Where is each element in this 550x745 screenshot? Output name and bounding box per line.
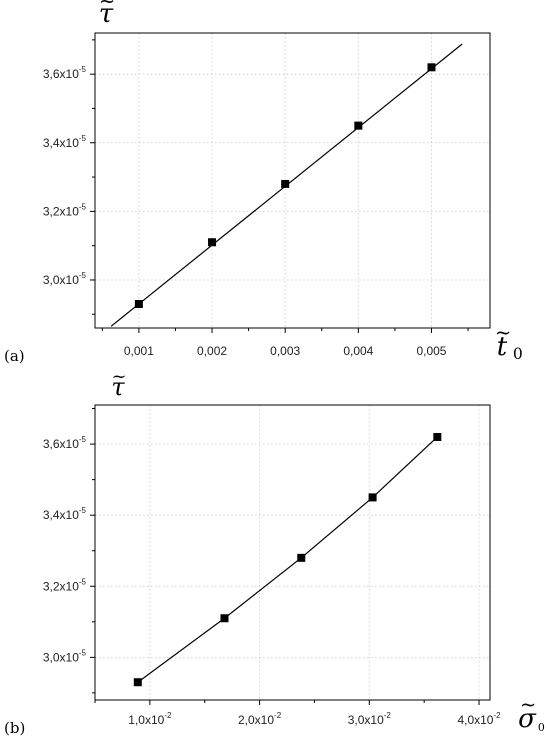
data-point: [354, 121, 363, 130]
y-tick-mantissa: 3,0x10: [43, 650, 79, 664]
x-tick-label: 3,0x10-2: [348, 711, 392, 727]
y-tick-label: 3,4x10-5: [43, 134, 87, 150]
x-tick-label: 2,0x10-2: [238, 711, 282, 727]
y-tick-mantissa: 3,4x10: [43, 508, 79, 522]
y-axis-symbol: τ: [99, 0, 114, 29]
chart-panel-b: 3,0x10-53,2x10-53,4x10-53,6x10-51,0x10-2…: [4, 366, 545, 737]
x-tick-mantissa: 2,0x10: [238, 713, 274, 727]
y-tick-label: 3,4x10-5: [43, 506, 87, 522]
y-tick-exponent: -5: [79, 134, 87, 143]
y-tick-label: 3,0x10-5: [43, 271, 87, 287]
y-tick-label: 3,6x10-5: [43, 435, 87, 451]
plot-frame: [94, 32, 491, 329]
y-tick-exponent: -5: [79, 271, 87, 280]
data-point: [133, 678, 142, 687]
y-axis-tilde: ~: [111, 366, 126, 387]
x-tick-exponent: -2: [274, 711, 282, 720]
y-tick-mantissa: 3,2x10: [43, 204, 79, 218]
y-tick-label: 3,0x10-5: [43, 648, 87, 664]
y-tick-exponent: -5: [79, 202, 87, 211]
x-axis-symbol: σ: [518, 704, 537, 734]
x-axis-tilde: ~: [520, 693, 536, 716]
y-tick-exponent: -5: [79, 648, 87, 657]
y-tick-mantissa: 3,2x10: [43, 579, 79, 593]
y-tick-exponent: -5: [79, 65, 87, 74]
x-tick-label: 0,005: [416, 344, 446, 358]
x-tick-label: 0,002: [197, 344, 227, 358]
y-axis-symbol: τ: [111, 373, 125, 401]
x-tick-mantissa: 4,0x10: [457, 713, 493, 727]
y-tick-label: 3,2x10-5: [43, 577, 87, 593]
panel-label: (a): [4, 347, 25, 365]
data-point: [134, 299, 143, 308]
data-point: [368, 493, 377, 502]
y-tick-mantissa: 3,0x10: [43, 273, 79, 287]
x-axis-tilde: ~: [495, 321, 511, 344]
plot-frame: [94, 404, 491, 701]
data-point: [433, 432, 442, 441]
y-tick-mantissa: 3,6x10: [43, 437, 79, 451]
x-tick-mantissa: 3,0x10: [348, 713, 384, 727]
y-tick-exponent: -5: [79, 506, 87, 515]
x-tick-label: 4,0x10-2: [457, 711, 501, 727]
y-tick-label: 3,6x10-5: [43, 65, 87, 81]
x-tick-label: 0,003: [270, 344, 300, 358]
data-point: [220, 614, 229, 623]
y-axis-tilde: ~: [99, 0, 115, 13]
x-tick-label: 1,0x10-2: [128, 711, 172, 727]
x-axis-subscript: 0: [538, 721, 545, 734]
chart-panel-a: 3,0x10-53,2x10-53,4x10-53,6x10-50,001 0,0…: [4, 0, 523, 365]
y-tick-exponent: -5: [79, 577, 87, 586]
data-point: [427, 63, 436, 72]
y-tick-label: 3,2x10-5: [43, 202, 87, 218]
x-tick-exponent: -2: [164, 711, 172, 720]
y-tick-mantissa: 3,6x10: [43, 67, 79, 81]
data-point: [297, 553, 306, 562]
x-tick-label: 0,001: [124, 344, 154, 358]
x-tick-exponent: -2: [384, 711, 392, 720]
panel-label: (b): [4, 719, 25, 737]
x-tick-mantissa: 1,0x10: [128, 713, 164, 727]
x-tick-exponent: -2: [493, 711, 501, 720]
data-point: [208, 238, 217, 247]
fit-line: [137, 436, 438, 683]
y-tick-exponent: -5: [79, 435, 87, 444]
y-tick-mantissa: 3,4x10: [43, 136, 79, 150]
x-axis-subscript: 0: [513, 345, 523, 363]
data-point: [281, 179, 290, 188]
x-tick-label: 0,004: [343, 344, 373, 358]
x-axis-symbol: t: [497, 332, 508, 362]
